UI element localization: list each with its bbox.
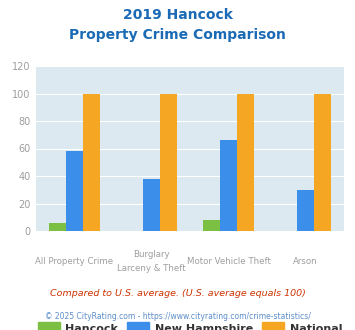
Bar [83,93,100,231]
Bar [66,151,83,231]
Bar [220,140,237,231]
Bar [237,93,254,231]
Bar [314,93,331,231]
Text: Motor Vehicle Theft: Motor Vehicle Theft [187,257,271,266]
Text: Compared to U.S. average. (U.S. average equals 100): Compared to U.S. average. (U.S. average … [50,289,305,298]
Legend: Hancock, New Hampshire, National: Hancock, New Hampshire, National [38,322,342,330]
Text: © 2025 CityRating.com - https://www.cityrating.com/crime-statistics/: © 2025 CityRating.com - https://www.city… [45,312,310,321]
Bar [143,179,160,231]
Text: 2019 Hancock: 2019 Hancock [122,8,233,22]
Text: Property Crime Comparison: Property Crime Comparison [69,28,286,42]
Text: Burglary: Burglary [133,250,170,259]
Bar [160,93,177,231]
Bar [297,190,314,231]
Text: Arson: Arson [294,257,318,266]
Text: Larceny & Theft: Larceny & Theft [117,264,186,273]
Bar [49,223,66,231]
Bar [203,220,220,231]
Text: All Property Crime: All Property Crime [35,257,113,266]
